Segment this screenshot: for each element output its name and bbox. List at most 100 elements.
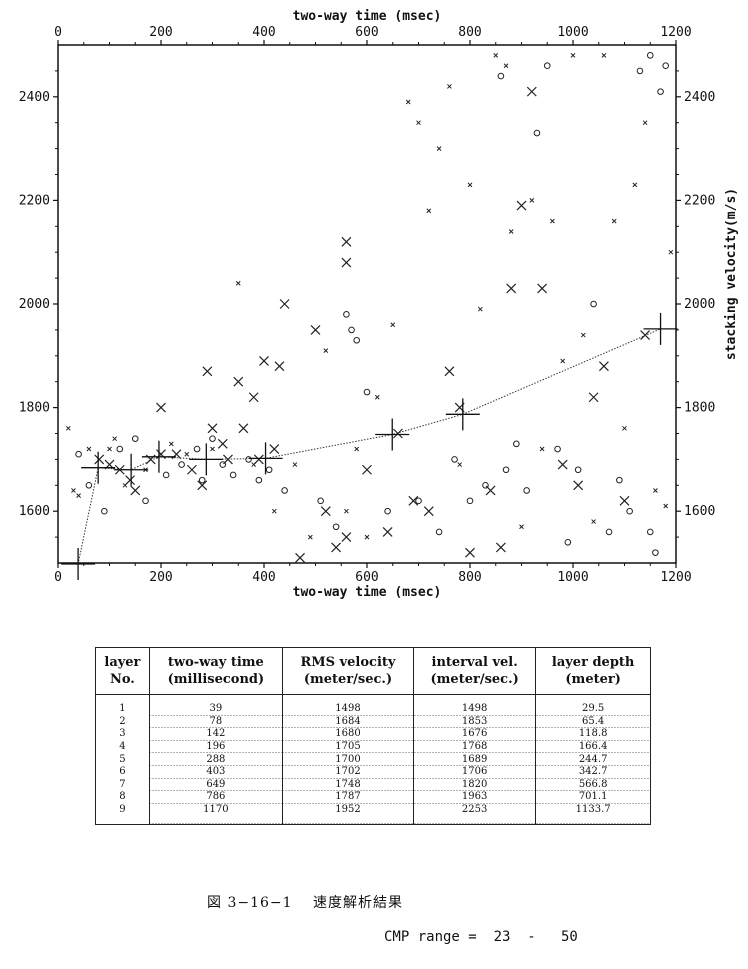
scatter-circle-point	[353, 336, 361, 344]
scatter-x-large-point	[516, 200, 527, 211]
scatter-circle-point	[101, 507, 108, 515]
y-tick-label-right: 2400	[684, 90, 715, 105]
scatter-x-small-point	[390, 322, 396, 328]
scatter-x-small-point	[493, 53, 499, 58]
scatter-x-small-point	[374, 394, 380, 400]
cell-rms-velocity: 1787	[281, 791, 415, 804]
scatter-circle-point	[482, 482, 489, 489]
header-layer-no-line2: No.	[109, 672, 135, 687]
header-rms-velocity-line1: RMS velocity	[300, 655, 396, 670]
cell-two-way-time: 142	[148, 728, 283, 741]
table-row: 3 142 1680 1676 118.8	[95, 728, 651, 741]
scatter-x-large-point	[279, 299, 290, 309]
scatter-circle-point	[466, 497, 474, 505]
scatter-x-small-point	[601, 53, 607, 58]
layer-table: layer No. two-way time (millisecond) RMS v…	[95, 647, 651, 826]
cell-two-way-time: 78	[148, 715, 283, 729]
scatter-x-small-point	[570, 53, 576, 58]
scatter-circle-point	[662, 62, 670, 70]
scatter-circle-point	[605, 528, 613, 536]
scatter-circle-point	[636, 67, 644, 75]
scatter-x-small-point	[663, 503, 669, 509]
y-tick-label-left: 1600	[19, 504, 50, 519]
header-layer-depth-line2: (meter)	[565, 672, 621, 687]
cell-rms-velocity: 1700	[281, 753, 415, 766]
cell-layer-no: 4	[95, 740, 150, 754]
cell-interval-vel: 1498	[413, 694, 537, 716]
scatter-x-large-point	[259, 356, 269, 366]
scatter-circle-point	[646, 528, 654, 536]
layer-table-header: layer No. two-way time (millisecond) RMS v…	[95, 647, 651, 695]
cell-layer-depth: 118.8	[535, 728, 651, 741]
cell-layer-no: 2	[95, 715, 150, 729]
scatter-x-small-point	[467, 182, 473, 188]
cell-layer-depth: 566.8	[535, 778, 651, 792]
table-row: 8 786 1787 1963 701.1	[95, 791, 651, 804]
cell-interval-vel: 1676	[413, 728, 537, 741]
pick-cross	[248, 442, 283, 475]
cell-rms-velocity: 1748	[281, 778, 415, 792]
velocity-curve	[77, 328, 661, 565]
y-tick-label-right: 1800	[684, 401, 715, 416]
header-interval-vel: interval vel. (meter/sec.)	[413, 647, 537, 695]
x-tick-label-top: 0	[54, 25, 62, 40]
scatter-x-large-point	[156, 402, 166, 413]
scatter-x-large-point	[495, 542, 506, 553]
cell-rms-velocity: 1702	[281, 765, 415, 779]
table-row: 1 39 1498 1498 29.5	[95, 694, 651, 716]
scatter-circle-point	[343, 311, 350, 318]
layer-table-body: 1 39 1498 1498 29.5 2 78 1684 1853 65.4 3 142 1680 16…	[95, 694, 651, 826]
x-tick-label-top: 1000	[557, 25, 588, 40]
cell-layer-depth: 701.1	[535, 791, 651, 804]
scatter-circle-point	[348, 326, 355, 334]
cell-two-way-time: 649	[148, 778, 283, 792]
scatter-circle-point	[384, 507, 391, 515]
scatter-circle-point	[332, 523, 340, 531]
scatter-x-large-point	[392, 428, 403, 439]
scatter-x-large-point	[362, 464, 372, 475]
scatter-x-small-point	[405, 99, 411, 105]
scatter-circle-point	[317, 497, 324, 505]
table-row: 4 196 1705 1768 166.4	[95, 740, 651, 754]
cell-rms-velocity: 1952	[281, 803, 415, 826]
scatter-circle-point	[616, 476, 623, 484]
cell-layer-no: 1	[95, 694, 150, 716]
scatter-x-small-point	[364, 534, 370, 540]
header-layer-depth-line1: layer depth	[551, 655, 635, 670]
scatter-x-small-point	[76, 493, 81, 499]
scatter-circle-point	[497, 72, 505, 80]
scatter-x-large-point	[423, 506, 434, 517]
scatter-x-small-point	[477, 306, 483, 312]
pick-cross	[61, 548, 96, 581]
scatter-x-large-point	[537, 283, 548, 294]
scatter-x-small-point	[591, 519, 596, 524]
pick-cross	[445, 398, 480, 431]
cell-two-way-time: 196	[148, 740, 283, 754]
cell-rms-velocity: 1498	[281, 694, 415, 716]
scatter-x-small-point	[580, 332, 586, 338]
x-tick-label-top: 200	[149, 25, 172, 40]
scatter-circle-point	[626, 507, 633, 515]
scatter-x-large-point	[295, 552, 305, 563]
cell-two-way-time: 403	[148, 765, 283, 779]
y-tick-label-left: 2000	[19, 297, 50, 312]
scatter-circle-point	[435, 528, 443, 536]
layer-table-header-row: layer No. two-way time (millisecond) RMS v…	[95, 647, 651, 695]
cmp-range: CMP range = 23 - 50	[384, 929, 578, 945]
cell-layer-depth: 65.4	[535, 715, 651, 729]
scatter-x-large-point	[444, 366, 455, 377]
cell-interval-vel: 1689	[413, 753, 537, 766]
x-tick-label-bottom: 200	[149, 570, 172, 585]
scatter-circle-point	[502, 466, 510, 474]
header-interval-vel-line2: (meter/sec.)	[430, 672, 519, 687]
scatter-x-large-point	[408, 495, 419, 506]
scatter-circle-point	[193, 445, 201, 453]
scatter-x-small-point	[622, 425, 627, 431]
cell-interval-vel: 2253	[413, 803, 537, 826]
scatter-x-small-point	[271, 508, 277, 514]
scatter-x-small-point	[65, 425, 71, 431]
y-tick-label-right: 2200	[684, 193, 715, 208]
scatter-circle-point	[533, 129, 541, 137]
y-tick-label-right: 1600	[684, 504, 715, 519]
scatter-x-large-point	[619, 495, 630, 506]
